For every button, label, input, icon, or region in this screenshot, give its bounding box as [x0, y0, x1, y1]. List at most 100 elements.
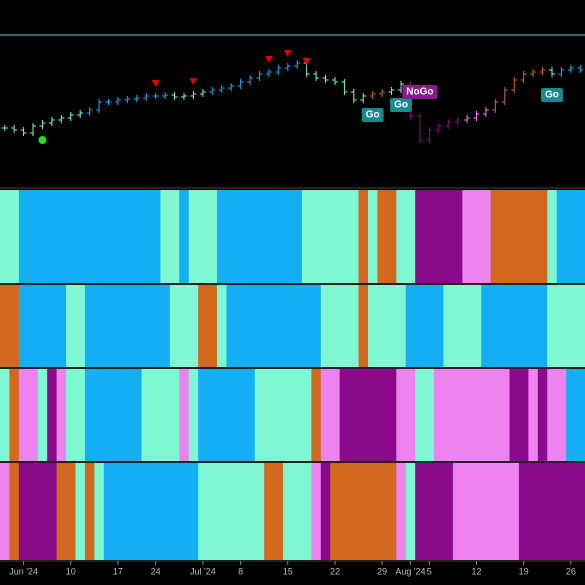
heat-cell	[273, 285, 284, 367]
heat-cell	[528, 285, 539, 367]
price-bar	[416, 113, 423, 143]
heat-cell	[150, 369, 161, 461]
heat-cell	[575, 285, 585, 367]
heat-cell	[396, 190, 407, 283]
heat-cell	[415, 463, 426, 560]
price-bar	[237, 79, 244, 89]
price-bar	[11, 125, 18, 133]
heat-cell	[500, 285, 511, 367]
heat-cell	[443, 285, 454, 367]
price-bar	[558, 67, 565, 77]
heat-cell	[0, 285, 10, 367]
price-bar	[322, 75, 329, 83]
price-bar	[86, 107, 93, 116]
heat-cell	[386, 285, 397, 367]
heat-cell	[28, 285, 39, 367]
heat-cell	[377, 190, 388, 283]
heat-cell	[500, 463, 511, 560]
heat-cell	[537, 463, 548, 560]
price-bar	[426, 127, 433, 143]
heat-cell	[0, 190, 10, 283]
heat-cell	[481, 369, 492, 461]
heat-cell	[254, 463, 265, 560]
price-bar	[1, 125, 8, 131]
price-bar	[67, 112, 74, 121]
heat-cell	[18, 285, 29, 367]
heat-cell	[273, 369, 284, 461]
sell-signal	[151, 80, 160, 87]
price-bar	[105, 99, 112, 105]
heat-cell	[320, 369, 331, 461]
price-bar	[464, 115, 471, 123]
price-bar	[133, 95, 140, 102]
heat-cell	[56, 369, 67, 461]
heat-cell	[179, 463, 190, 560]
price-bar	[454, 117, 461, 125]
price-bar	[124, 96, 131, 103]
heat-cell	[84, 463, 95, 560]
heat-cell	[28, 369, 39, 461]
heat-cell	[283, 463, 293, 560]
heat-cell	[9, 190, 20, 283]
heat-cell	[443, 463, 454, 560]
heat-cell	[254, 369, 265, 461]
heat-cell	[150, 463, 161, 560]
heat-cell	[264, 369, 275, 461]
heat-cell	[566, 463, 577, 560]
sell-signal	[264, 56, 273, 63]
heat-cell	[292, 463, 303, 560]
x-tick-label: 17	[113, 566, 123, 576]
heat-cell	[301, 190, 312, 283]
heat-cell	[37, 369, 48, 461]
price-bar	[548, 67, 555, 77]
price-bar	[152, 93, 159, 99]
heat-cell	[349, 190, 360, 283]
heat-cell	[226, 369, 237, 461]
price-bar	[265, 69, 272, 77]
x-tick-label: 29	[377, 566, 387, 576]
price-bar	[30, 123, 37, 136]
heat-cell	[396, 369, 407, 461]
heat-cell	[37, 463, 48, 560]
price-bar	[275, 65, 282, 75]
heat-cell	[556, 285, 567, 367]
heat-cell	[160, 463, 171, 560]
heat-cell	[471, 463, 482, 560]
heat-cell	[198, 190, 209, 283]
heat-cell	[509, 190, 520, 283]
price-bar	[398, 81, 405, 93]
heat-cell	[509, 369, 520, 461]
heat-cell	[575, 190, 585, 283]
heat-cell	[122, 463, 133, 560]
heat-cell	[452, 463, 463, 560]
heat-cell	[367, 369, 378, 461]
price-bar	[284, 63, 291, 71]
heat-cell	[330, 285, 341, 367]
heat-cell	[56, 285, 67, 367]
heat-cell	[377, 369, 388, 461]
heat-cell	[415, 285, 426, 367]
heat-cell	[169, 285, 180, 367]
heat-cell	[330, 463, 341, 560]
heat-cell	[330, 369, 341, 461]
heat-cell	[217, 369, 227, 461]
heat-cell	[122, 369, 133, 461]
heat-cell	[188, 369, 199, 461]
heat-cell	[188, 190, 199, 283]
heat-cell	[462, 285, 473, 367]
heat-cell	[311, 285, 322, 367]
heat-cell	[207, 369, 218, 461]
heat-cell	[9, 285, 20, 367]
heat-cell	[358, 190, 369, 283]
heat-cell	[415, 190, 426, 283]
heat-cell	[235, 463, 246, 560]
heat-cell	[18, 463, 29, 560]
heat-cell	[75, 190, 86, 283]
heat-cell	[566, 369, 577, 461]
heat-cell	[113, 463, 124, 560]
heat-cell	[349, 463, 360, 560]
heat-cell	[217, 190, 227, 283]
heat-cell	[84, 285, 95, 367]
annotation: Go	[541, 88, 563, 102]
